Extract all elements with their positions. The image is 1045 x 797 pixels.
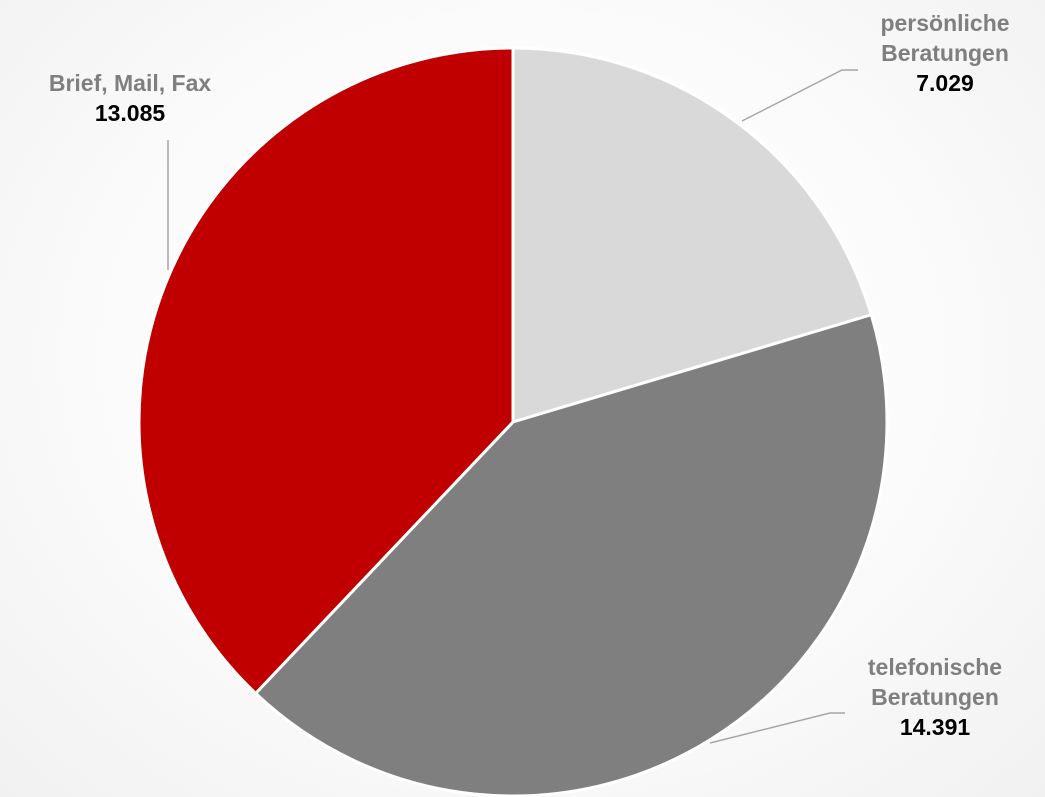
- leader-line-1: [709, 712, 845, 744]
- pie-slice-1: [254, 313, 889, 797]
- label-name: Beratungen: [881, 40, 1009, 66]
- label-value: 7.029: [916, 70, 974, 96]
- label-name: persönliche: [880, 10, 1010, 36]
- label-name: telefonische: [867, 654, 1003, 680]
- label-value: 13.085: [94, 100, 166, 126]
- label-value: 14.391: [899, 714, 971, 740]
- label-telefonische-beratungen: telefonische Beratungen 14.391: [830, 652, 1040, 742]
- pie-slice-0: [511, 46, 873, 424]
- label-brief-mail-fax: Brief, Mail, Fax 13.085: [10, 68, 250, 128]
- leader-line-0: [741, 69, 858, 122]
- pie-slice-2: [137, 46, 515, 695]
- label-name: Beratungen: [871, 684, 999, 710]
- label-persoenliche-beratungen: persönliche Beratungen 7.029: [845, 8, 1045, 98]
- label-name: Brief, Mail, Fax: [48, 70, 212, 96]
